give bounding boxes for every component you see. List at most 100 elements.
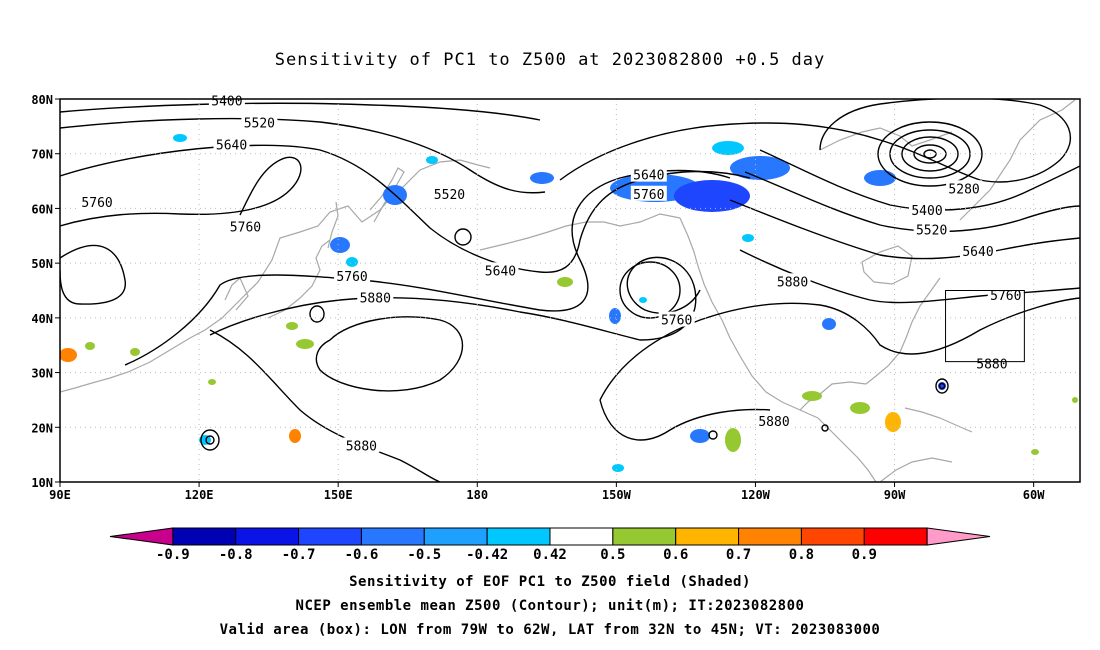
contour-label: 5760	[81, 196, 112, 211]
contour-label: 5520	[434, 188, 465, 203]
shade-patch	[802, 391, 822, 401]
contour-5760-north	[60, 156, 302, 227]
colorbar-label: 0.6	[663, 547, 688, 563]
contour-label-bg	[357, 289, 394, 305]
cutoff-contour	[938, 382, 946, 390]
cutoff-contour	[821, 424, 829, 432]
colorbar-label: 0.9	[852, 547, 877, 563]
south-america	[879, 457, 953, 482]
lon-tick-label: 180	[466, 488, 488, 502]
contour-label-bg	[343, 437, 380, 453]
contour-label-bg	[79, 193, 116, 209]
shade-patch	[725, 428, 741, 452]
colorbar-label: 0.5	[600, 547, 625, 563]
contour-label: 5640	[962, 245, 993, 260]
contour-label-bg	[630, 166, 667, 182]
lon-tick-label: 120W	[741, 488, 771, 502]
contour-5760-mid	[124, 169, 731, 366]
contour-label-bg	[334, 267, 371, 283]
contour-5760-main	[60, 244, 126, 305]
low-center-ring	[901, 136, 959, 172]
contour-label-bg	[213, 136, 250, 152]
contour-label: 5280	[948, 182, 979, 197]
colorbar-box	[423, 527, 488, 546]
na-west-coast	[679, 217, 819, 419]
shade-patch	[199, 435, 211, 445]
contour-label: 5640	[216, 139, 247, 154]
contour-label: 5520	[244, 117, 275, 132]
colorbar-label: -0.9	[156, 547, 190, 563]
contour-label-bg	[909, 202, 945, 218]
shade-patch	[557, 277, 573, 287]
contour-label: 5400	[911, 204, 942, 219]
cutoff-contour	[708, 430, 718, 440]
shade-patch	[885, 412, 901, 432]
contour-label-bg	[227, 218, 264, 234]
sakhalin-coast	[327, 201, 339, 249]
colorbar-box	[298, 527, 362, 546]
cutoff-contour	[454, 228, 472, 246]
cutoff-contour	[309, 305, 325, 323]
shade-patch	[639, 297, 647, 303]
contour-label: 5760	[633, 188, 664, 203]
shade-patch	[286, 322, 298, 330]
sensitivity-shading	[60, 134, 1078, 472]
shade-patch	[296, 339, 314, 349]
central-america	[817, 417, 877, 482]
gridlines	[60, 99, 1080, 482]
caption-line-3: Valid area (box): LON from 79W to 62W, L…	[219, 622, 881, 638]
lon-tick-label: 90E	[49, 488, 71, 502]
arctic-islands	[819, 127, 953, 151]
colorbar-triangle-high	[926, 527, 991, 546]
contour-label-bg	[973, 355, 1010, 371]
shade-patch	[850, 402, 870, 414]
shade-patch	[674, 180, 750, 212]
shade-patch	[426, 156, 438, 164]
contour-5640-east	[729, 199, 1080, 260]
lat-tick-label: 80N	[31, 93, 53, 107]
greenland-coast	[959, 99, 1076, 221]
contour-label: 5760	[661, 314, 692, 329]
contour-label: 5640	[485, 264, 516, 279]
cutoff-contour	[935, 378, 949, 394]
shade-patch	[208, 379, 216, 385]
contour-label: 5760	[990, 289, 1021, 304]
contour-5880-tropics	[599, 399, 771, 441]
shade-patch	[289, 429, 301, 443]
colorbar-box	[738, 527, 802, 546]
colorbar-box	[612, 527, 677, 546]
lat-tick-label: 60N	[31, 202, 53, 216]
colorbar-box	[863, 527, 928, 546]
colorbar-box	[235, 527, 300, 546]
shade-patch	[730, 156, 790, 180]
contour-label-bg	[208, 92, 245, 108]
contour-label: 5880	[777, 275, 808, 290]
contour-5880-low	[315, 316, 464, 392]
contour-label: 5640	[633, 169, 664, 184]
lat-tick-label: 40N	[31, 312, 53, 326]
colorbar-label: 0.7	[726, 547, 751, 563]
shade-patch	[822, 318, 836, 330]
colorbar-label: -0.7	[282, 547, 316, 563]
colorbar-label: -0.8	[219, 547, 253, 563]
shade-patch	[173, 134, 187, 142]
colorbar: -0.9 -0.8 -0.7 -0.6 -0.5 -0.42 0.42 0.5 0.6 0.7 0.…	[109, 527, 991, 563]
cutoff-contour	[619, 261, 681, 319]
lon-tick-label: 150W	[602, 488, 632, 502]
shade-patch	[85, 342, 95, 350]
contour-5280-outer	[559, 99, 1071, 183]
contour-5880	[209, 256, 701, 341]
contour-label-bg	[431, 185, 468, 201]
colorbar-box	[675, 527, 740, 546]
map-title: Sensitivity of PC1 to Z500 at 2023082800…	[274, 50, 826, 70]
lon-tick-label: 60W	[1023, 488, 1045, 502]
lon-tick-label: 120E	[185, 488, 214, 502]
korea-coast	[224, 277, 249, 311]
contour-label-bg	[913, 221, 950, 237]
lat-tick-label: 10N	[31, 476, 53, 490]
low-center-ring	[877, 121, 983, 187]
contour-label: 5760	[336, 270, 367, 285]
shade-patch	[864, 170, 896, 186]
contour-label: 5880	[976, 357, 1007, 372]
